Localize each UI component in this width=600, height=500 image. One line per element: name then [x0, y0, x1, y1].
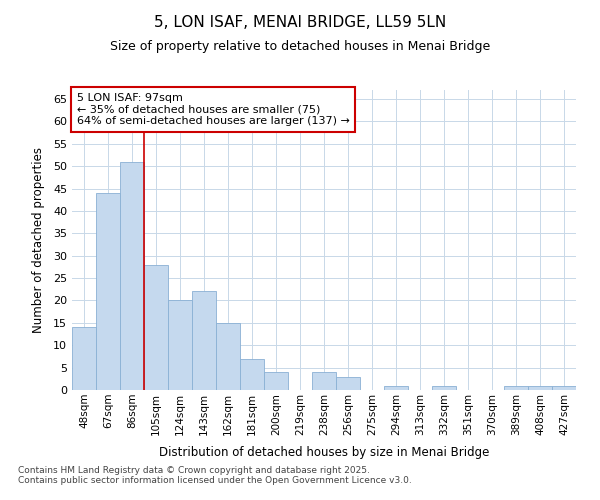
Bar — [240, 358, 264, 390]
Bar — [264, 372, 288, 390]
Y-axis label: Number of detached properties: Number of detached properties — [32, 147, 44, 333]
X-axis label: Distribution of detached houses by size in Menai Bridge: Distribution of detached houses by size … — [159, 446, 489, 459]
Bar — [96, 193, 120, 390]
Bar — [312, 372, 336, 390]
Bar — [192, 292, 216, 390]
Bar — [528, 386, 552, 390]
Bar — [432, 386, 456, 390]
Bar — [336, 376, 360, 390]
Bar — [384, 386, 408, 390]
Text: Size of property relative to detached houses in Menai Bridge: Size of property relative to detached ho… — [110, 40, 490, 53]
Text: 5 LON ISAF: 97sqm
← 35% of detached houses are smaller (75)
64% of semi-detached: 5 LON ISAF: 97sqm ← 35% of detached hous… — [77, 93, 350, 126]
Bar — [168, 300, 192, 390]
Bar — [504, 386, 528, 390]
Text: Contains HM Land Registry data © Crown copyright and database right 2025.
Contai: Contains HM Land Registry data © Crown c… — [18, 466, 412, 485]
Bar — [120, 162, 144, 390]
Bar — [552, 386, 576, 390]
Bar — [144, 264, 168, 390]
Bar — [72, 328, 96, 390]
Text: 5, LON ISAF, MENAI BRIDGE, LL59 5LN: 5, LON ISAF, MENAI BRIDGE, LL59 5LN — [154, 15, 446, 30]
Bar — [216, 323, 240, 390]
